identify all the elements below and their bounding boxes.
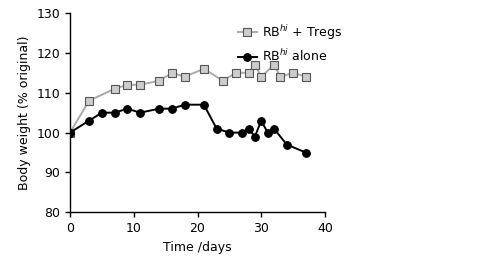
Legend: RB$^{hi}$ + Tregs, RB$^{hi}$ alone: RB$^{hi}$ + Tregs, RB$^{hi}$ alone [234,19,346,68]
X-axis label: Time /days: Time /days [163,241,232,254]
Y-axis label: Body weight (% original): Body weight (% original) [18,35,31,190]
